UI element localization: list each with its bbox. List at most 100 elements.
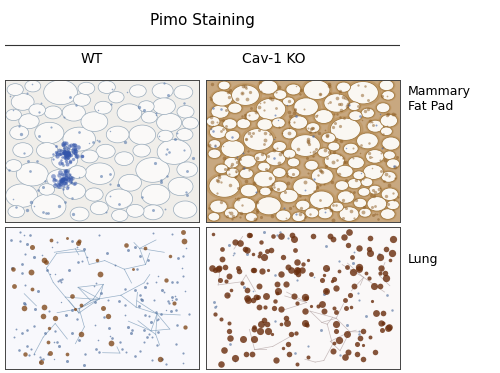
Point <box>367 192 375 198</box>
Point <box>60 199 68 205</box>
Circle shape <box>156 113 182 132</box>
Point <box>392 154 400 160</box>
Point <box>136 292 144 298</box>
Point <box>65 143 73 149</box>
Point <box>22 301 30 307</box>
Point <box>24 158 32 164</box>
Point <box>236 214 244 220</box>
Point <box>255 304 263 310</box>
Point <box>288 171 296 177</box>
Point <box>140 327 148 333</box>
Circle shape <box>327 141 340 151</box>
Circle shape <box>158 130 173 142</box>
Point <box>308 125 316 131</box>
Point <box>73 316 81 322</box>
Point <box>258 151 266 157</box>
Point <box>335 268 343 274</box>
Point <box>335 258 343 264</box>
Point <box>224 171 232 177</box>
Point <box>330 305 338 311</box>
Point <box>106 340 114 346</box>
Point <box>204 123 212 129</box>
Circle shape <box>96 144 115 158</box>
Point <box>344 101 352 107</box>
Circle shape <box>206 116 221 127</box>
Point <box>246 89 254 95</box>
Circle shape <box>344 143 358 154</box>
Circle shape <box>316 147 332 158</box>
Point <box>231 195 239 201</box>
Point <box>230 213 237 219</box>
Circle shape <box>230 84 262 107</box>
Point <box>336 88 344 94</box>
Point <box>228 216 236 222</box>
Circle shape <box>322 93 351 114</box>
Point <box>325 83 333 89</box>
Point <box>145 313 153 319</box>
Circle shape <box>98 81 116 94</box>
Point <box>391 175 399 181</box>
Point <box>224 273 232 279</box>
Circle shape <box>208 125 229 140</box>
Point <box>291 107 299 113</box>
Point <box>59 179 67 185</box>
Point <box>216 199 224 205</box>
Point <box>266 95 274 101</box>
Circle shape <box>380 80 394 91</box>
Point <box>152 110 160 116</box>
Point <box>212 177 220 183</box>
Point <box>68 175 76 181</box>
Point <box>210 231 218 237</box>
Point <box>89 139 97 145</box>
Point <box>284 264 292 270</box>
Point <box>282 315 290 321</box>
Point <box>28 81 36 87</box>
Point <box>303 322 311 328</box>
Point <box>207 96 215 102</box>
Point <box>141 245 149 251</box>
Point <box>20 305 28 311</box>
Point <box>61 167 69 173</box>
Point <box>326 233 334 239</box>
Point <box>49 173 57 179</box>
Point <box>149 207 157 213</box>
Point <box>162 151 170 157</box>
Point <box>270 305 278 311</box>
Circle shape <box>356 133 378 149</box>
Point <box>210 128 218 134</box>
Point <box>52 149 60 155</box>
Circle shape <box>376 103 390 113</box>
Circle shape <box>336 164 354 178</box>
Point <box>273 290 281 296</box>
Point <box>44 339 52 345</box>
Point <box>154 273 162 279</box>
Point <box>243 251 251 257</box>
Point <box>330 276 338 282</box>
Circle shape <box>286 84 301 95</box>
Point <box>224 90 232 95</box>
Circle shape <box>257 79 280 95</box>
Point <box>145 332 153 338</box>
Point <box>93 137 101 143</box>
Circle shape <box>239 183 259 198</box>
Point <box>61 154 69 160</box>
Point <box>208 265 216 271</box>
Point <box>249 288 257 294</box>
Circle shape <box>215 164 228 173</box>
Point <box>25 352 33 358</box>
Point <box>59 176 67 182</box>
Point <box>66 174 74 180</box>
Circle shape <box>44 80 78 105</box>
Point <box>276 229 284 235</box>
Point <box>75 238 83 244</box>
Point <box>253 199 261 205</box>
Point <box>173 322 181 328</box>
Point <box>348 254 356 260</box>
Point <box>320 308 328 314</box>
Point <box>62 158 70 164</box>
Point <box>310 188 318 194</box>
Circle shape <box>39 184 54 195</box>
Point <box>313 112 321 117</box>
Point <box>322 163 330 169</box>
Point <box>238 210 246 216</box>
